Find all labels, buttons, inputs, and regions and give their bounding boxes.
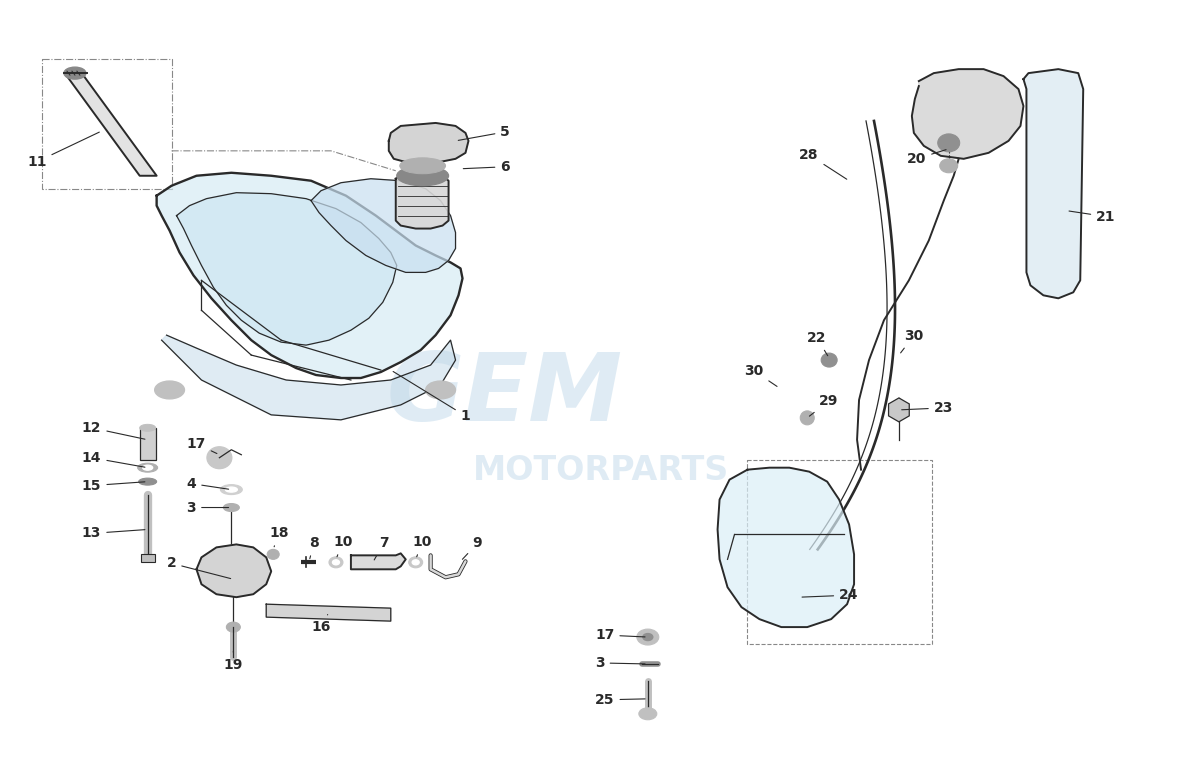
Polygon shape <box>311 179 455 272</box>
Ellipse shape <box>396 166 448 185</box>
Text: 24: 24 <box>802 588 859 602</box>
Polygon shape <box>67 76 156 176</box>
Text: 14: 14 <box>82 451 145 467</box>
Text: MOTORPARTS: MOTORPARTS <box>472 454 729 487</box>
Text: 17: 17 <box>594 628 645 642</box>
Text: 29: 29 <box>809 394 838 416</box>
Polygon shape <box>389 123 468 163</box>
Ellipse shape <box>226 622 240 632</box>
Ellipse shape <box>400 158 446 174</box>
Text: 9: 9 <box>462 537 482 559</box>
Ellipse shape <box>138 463 157 472</box>
Text: 19: 19 <box>223 651 243 672</box>
Polygon shape <box>717 467 854 627</box>
Ellipse shape <box>329 557 343 568</box>
Ellipse shape <box>138 478 156 485</box>
Ellipse shape <box>938 134 960 152</box>
Ellipse shape <box>821 353 837 367</box>
Text: 20: 20 <box>907 150 946 166</box>
Text: 6: 6 <box>464 160 510 174</box>
Ellipse shape <box>143 465 153 470</box>
Ellipse shape <box>412 560 419 565</box>
Text: 2: 2 <box>167 556 231 578</box>
Text: 5: 5 <box>459 125 510 141</box>
Text: 23: 23 <box>902 401 954 415</box>
Ellipse shape <box>408 557 423 568</box>
Ellipse shape <box>639 708 657 720</box>
Ellipse shape <box>226 487 238 492</box>
Text: 30: 30 <box>745 364 777 386</box>
Text: 30: 30 <box>901 329 924 353</box>
FancyBboxPatch shape <box>141 554 155 562</box>
Ellipse shape <box>425 381 455 399</box>
Text: 17: 17 <box>186 437 217 454</box>
Polygon shape <box>396 173 448 229</box>
Ellipse shape <box>221 485 243 495</box>
Ellipse shape <box>139 424 156 432</box>
Ellipse shape <box>939 159 957 173</box>
Text: 10: 10 <box>333 535 352 557</box>
Text: 3: 3 <box>594 656 645 670</box>
Text: 8: 8 <box>309 537 318 559</box>
Text: 10: 10 <box>413 535 432 557</box>
Polygon shape <box>267 604 390 621</box>
Ellipse shape <box>268 549 279 559</box>
Polygon shape <box>162 335 455 420</box>
Text: 16: 16 <box>311 615 330 634</box>
Ellipse shape <box>223 504 239 511</box>
Text: 3: 3 <box>186 501 228 515</box>
Text: 22: 22 <box>807 331 827 356</box>
Text: 4: 4 <box>186 477 228 491</box>
Text: 7: 7 <box>375 537 388 560</box>
Polygon shape <box>177 193 396 345</box>
FancyBboxPatch shape <box>139 428 156 460</box>
Text: 21: 21 <box>1069 210 1116 223</box>
Polygon shape <box>351 553 406 569</box>
Ellipse shape <box>207 447 232 469</box>
Text: 18: 18 <box>269 527 288 546</box>
Ellipse shape <box>333 560 340 565</box>
Polygon shape <box>1023 69 1083 298</box>
Ellipse shape <box>643 634 653 641</box>
Ellipse shape <box>64 67 86 79</box>
Text: 11: 11 <box>28 132 100 169</box>
Text: 15: 15 <box>82 479 145 492</box>
Text: 28: 28 <box>800 147 847 179</box>
Ellipse shape <box>637 629 659 645</box>
Ellipse shape <box>155 381 185 399</box>
Text: 12: 12 <box>82 421 145 439</box>
Polygon shape <box>156 173 462 378</box>
Text: 1: 1 <box>393 372 471 423</box>
Polygon shape <box>197 544 271 597</box>
Text: 13: 13 <box>82 527 145 540</box>
Text: GEM: GEM <box>387 349 623 441</box>
Polygon shape <box>912 69 1023 159</box>
Ellipse shape <box>800 411 814 425</box>
Text: 25: 25 <box>594 693 645 707</box>
